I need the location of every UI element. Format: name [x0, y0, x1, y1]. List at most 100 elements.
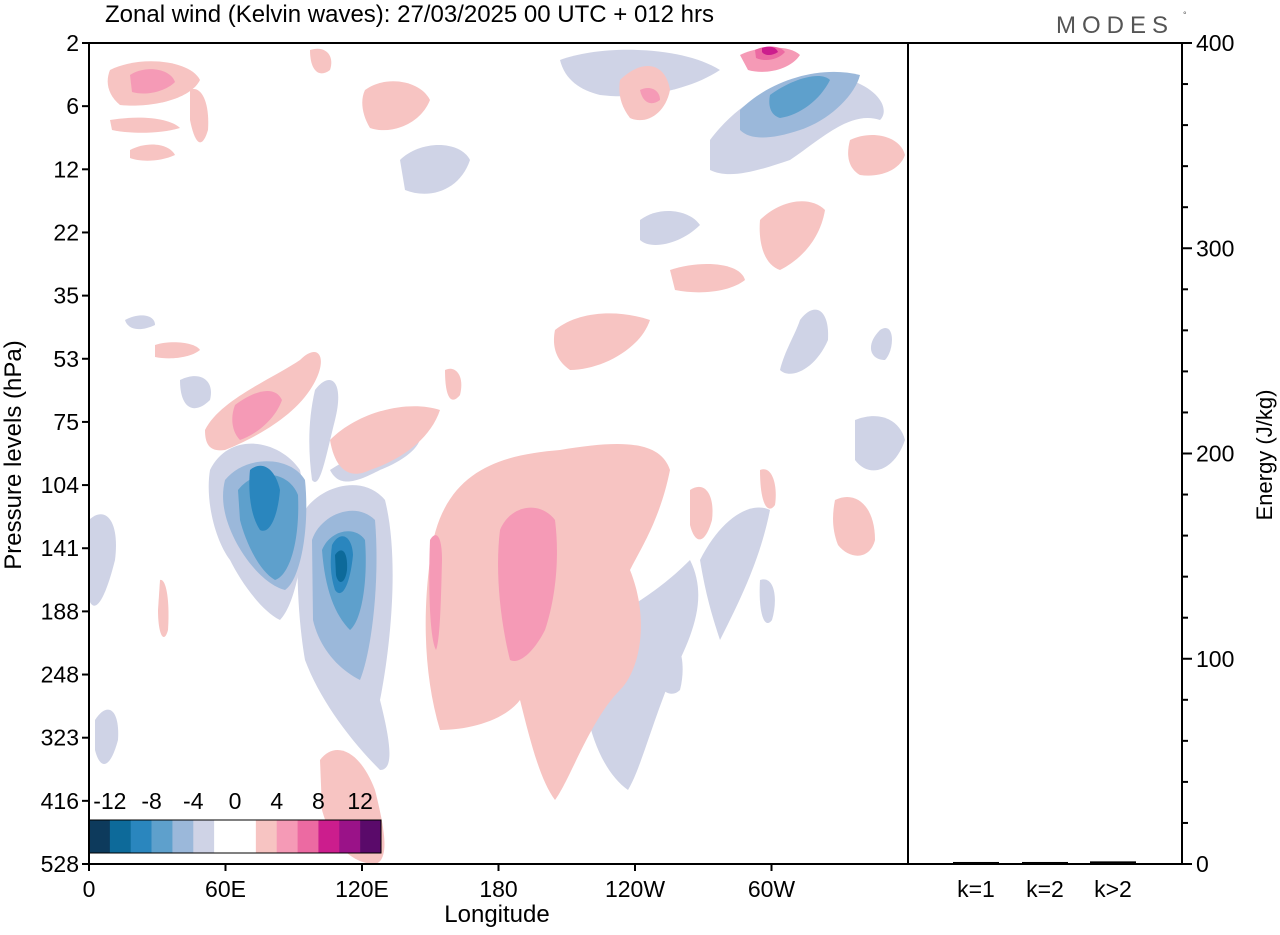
colorbar-swatch-6 [214, 820, 236, 853]
contour-region-14 [180, 376, 211, 409]
contour-region-45 [158, 579, 169, 638]
contour-region-12 [89, 514, 116, 606]
contour-region-33 [848, 135, 905, 176]
colorbar-swatch-11 [318, 820, 340, 853]
contour-region-13 [95, 709, 119, 764]
y-tick-label-104: 104 [41, 472, 80, 498]
colorbar-label-4: 4 [270, 788, 283, 814]
y-tick-label-53: 53 [53, 346, 79, 372]
y-tick-label-323: 323 [41, 725, 79, 751]
contour-region-17 [650, 633, 683, 694]
colorbar-swatch-8 [255, 820, 278, 853]
contour-region-16 [855, 416, 905, 471]
colorbar-swatch-0 [89, 820, 111, 853]
contour-region-28 [425, 444, 670, 800]
x-tick-label-1: 60E [205, 876, 246, 902]
contour-region-53 [640, 88, 660, 104]
colorbar-swatch-3 [151, 820, 173, 853]
contour-region-39 [670, 264, 745, 293]
contour-region-30 [330, 406, 440, 474]
y-tick-label-12: 12 [53, 156, 79, 182]
contour-region-10 [870, 327, 892, 360]
contour-region-8 [400, 145, 470, 194]
contour-region-37 [362, 81, 430, 131]
contour-region-31 [553, 313, 650, 370]
y-tick-label-2: 2 [66, 30, 79, 56]
contour-region-47 [310, 48, 332, 74]
x-axis-label: Longitude [444, 901, 549, 928]
energy-bar-1 [1022, 861, 1068, 864]
colorbar-label-0: -12 [93, 788, 126, 814]
colorbar-swatch-13 [360, 820, 382, 853]
energy-tick-label-300: 300 [1196, 235, 1234, 261]
contour-region-48 [190, 89, 209, 143]
colorbar-label-5: 8 [312, 788, 325, 814]
contour-region-11 [780, 309, 829, 374]
colorbar-label-2: -4 [183, 788, 204, 814]
energy-bar-0 [953, 861, 999, 864]
energy-bar-2 [1090, 861, 1136, 864]
colorbar-swatch-12 [339, 820, 361, 853]
contour-region-9 [640, 210, 700, 245]
energy-axis-label: Energy (J/kg) [1252, 390, 1277, 521]
contour-region-41 [155, 342, 200, 359]
brand-mark: ° [1183, 10, 1187, 20]
y-tick-label-188: 188 [41, 598, 79, 624]
y-tick-label-248: 248 [41, 662, 79, 688]
contour-field [89, 46, 905, 864]
colorbar-swatch-1 [109, 820, 132, 853]
energy-tick-label-0: 0 [1196, 851, 1209, 877]
contour-region-5 [700, 507, 770, 640]
contour-region-36 [130, 144, 175, 161]
energy-tick-label-200: 200 [1196, 441, 1234, 467]
x-tick-label-4: 120W [605, 876, 665, 902]
contour-region-51 [232, 390, 282, 440]
y-tick-label-35: 35 [53, 283, 79, 309]
colorbar-swatch-5 [193, 820, 215, 853]
colorbar-swatch-7 [235, 820, 257, 853]
contour-region-50 [429, 535, 442, 650]
y-tick-label-22: 22 [53, 219, 79, 245]
colorbar-label-3: 0 [229, 788, 242, 814]
colorbar-swatch-4 [172, 820, 194, 853]
energy-bars: k=1 k=2 k>2 [953, 861, 1136, 902]
colorbar-swatch-10 [297, 820, 319, 853]
main-plot-frame [88, 42, 909, 865]
x-tick-label-5: 60W [748, 876, 796, 902]
x-tick-label-2: 120E [335, 876, 389, 902]
contour-region-15 [125, 315, 155, 330]
contour-region-40 [833, 496, 875, 556]
contour-region-25 [249, 465, 280, 531]
chart-title: Zonal wind (Kelvin waves): 27/03/2025 00… [105, 1, 714, 28]
contour-region-18 [759, 579, 775, 624]
x-tick-label-3: 180 [479, 876, 517, 902]
energy-tick-label-400: 400 [1196, 30, 1234, 56]
y-tick-label-75: 75 [53, 409, 79, 435]
contour-region-49 [498, 507, 557, 661]
y-tick-label-141: 141 [41, 535, 79, 561]
energy-tick-label-100: 100 [1196, 646, 1234, 672]
contour-region-2 [309, 380, 339, 482]
contour-region-32 [759, 201, 825, 270]
energy-category-label-0: k=1 [957, 876, 995, 902]
y-tick-label-528: 528 [41, 851, 79, 877]
energy-category-label-1: k=2 [1026, 876, 1064, 902]
contour-region-27 [335, 550, 348, 582]
colorbar-swatch-2 [130, 820, 152, 853]
x-tick-label-0: 0 [83, 876, 96, 902]
contour-region-35 [110, 117, 180, 133]
energy-category-label-2: k>2 [1094, 876, 1132, 902]
contour-region-52 [130, 69, 175, 94]
contour-region-4 [580, 560, 699, 790]
y-tick-label-6: 6 [66, 93, 79, 119]
y-axis-label: Pressure levels (hPa) [0, 340, 27, 569]
brand-logo: MODES [1056, 12, 1174, 39]
y-tick-label-416: 416 [41, 788, 79, 814]
colorbar: -12 -8 -4 0 4 8 12 [88, 788, 382, 854]
contour-region-43 [760, 469, 776, 509]
contour-region-44 [445, 368, 462, 400]
contour-region-56 [762, 46, 778, 55]
